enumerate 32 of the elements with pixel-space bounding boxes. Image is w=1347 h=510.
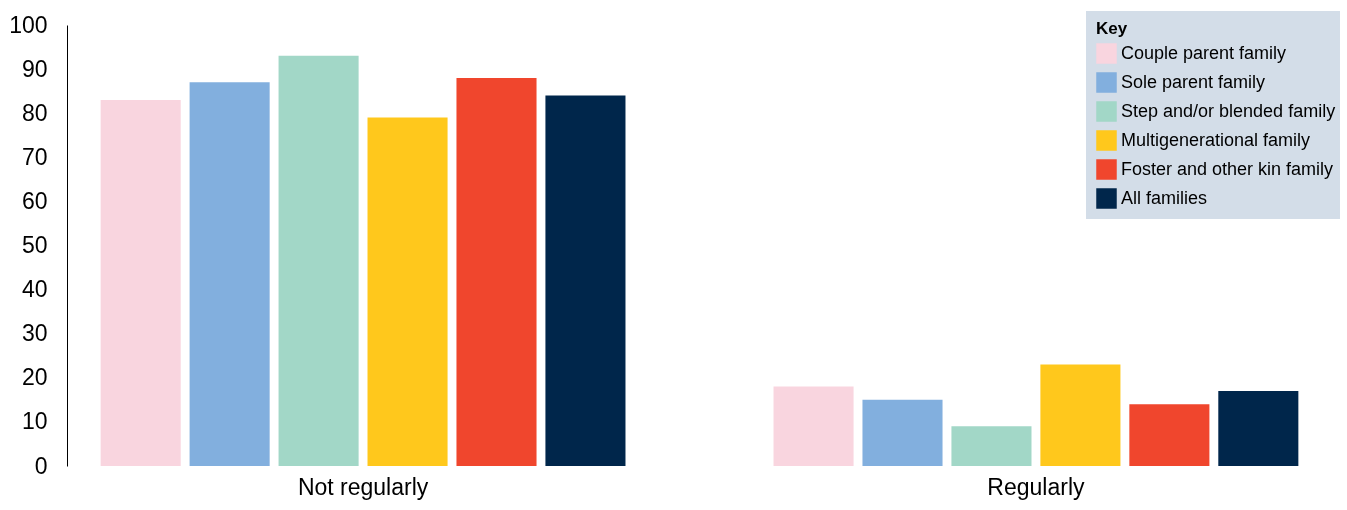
- legend-label: Couple parent family: [1121, 42, 1287, 63]
- y-tick-label: 60: [21, 187, 48, 214]
- bar: [862, 399, 943, 466]
- y-tick-label: 10: [21, 408, 48, 435]
- x-tick-label: Regularly: [987, 473, 1086, 500]
- legend-label: Sole parent family: [1121, 71, 1266, 92]
- bar: [189, 82, 270, 466]
- bar: [1040, 364, 1121, 466]
- y-tick-label: 0: [34, 452, 48, 479]
- bar: [278, 55, 359, 466]
- bar: [1129, 404, 1210, 466]
- y-tick-label: 20: [21, 364, 48, 391]
- y-tick-label: 100: [9, 11, 48, 38]
- legend-label: Foster and other kin family: [1121, 158, 1334, 179]
- legend-label: Multigenerational family: [1121, 129, 1311, 150]
- y-tick-label: 50: [21, 232, 48, 258]
- bar: [545, 95, 626, 466]
- bar: [773, 386, 854, 466]
- bar: [367, 117, 448, 466]
- legend-label: All families: [1121, 187, 1208, 208]
- legend-label: Step and/or blended family: [1121, 100, 1336, 121]
- bar: [1218, 391, 1299, 466]
- y-tick-label: 30: [21, 320, 48, 347]
- legend-title: Key: [1096, 19, 1128, 38]
- bar: [100, 99, 181, 466]
- y-tick-label: 40: [21, 276, 48, 303]
- y-tick-label: 90: [21, 55, 48, 82]
- y-tick-label: 70: [21, 143, 48, 170]
- y-tick-label: 80: [21, 99, 48, 126]
- x-tick-label: Not regularly: [297, 473, 429, 500]
- bar: [951, 426, 1032, 466]
- bar: [456, 77, 537, 466]
